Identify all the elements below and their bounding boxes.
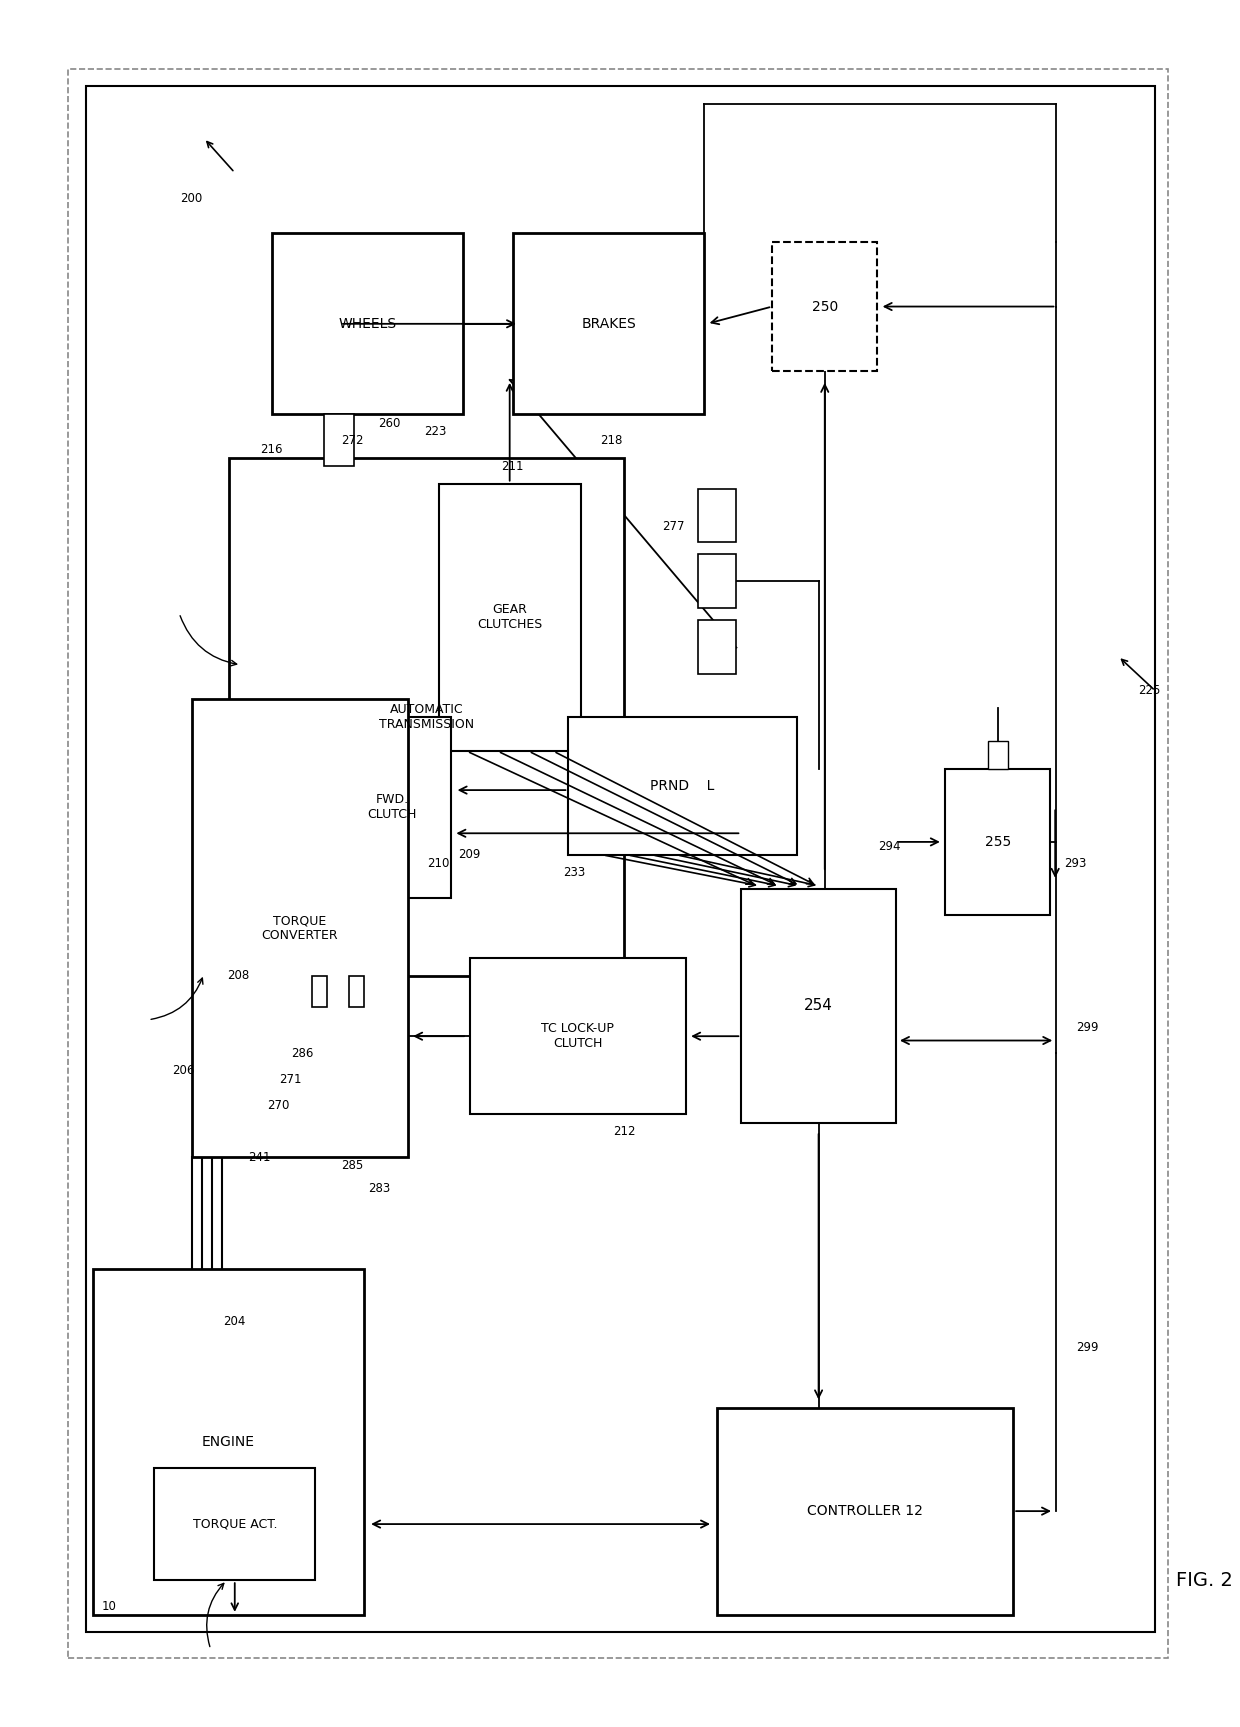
Bar [439,484,580,751]
Text: FIG. 2: FIG. 2 [1177,1570,1233,1591]
Bar [773,242,877,371]
Bar [988,741,1008,769]
Text: 285: 285 [341,1159,363,1173]
Text: 241: 241 [248,1150,270,1164]
Text: GEAR
CLUTCHES: GEAR CLUTCHES [477,603,542,632]
Bar [348,976,363,1007]
Text: 294: 294 [878,839,901,853]
Text: 254: 254 [804,998,833,1014]
Text: 260: 260 [378,416,401,430]
Text: 208: 208 [227,969,249,983]
Bar [698,620,737,674]
Bar [68,69,1168,1658]
Text: 277: 277 [662,520,684,534]
Text: 299: 299 [1076,1340,1099,1354]
Text: 299: 299 [1076,1021,1099,1034]
Bar [945,769,1050,915]
Text: 212: 212 [613,1124,635,1138]
Bar [742,889,895,1123]
Bar [312,976,327,1007]
Bar [470,958,686,1114]
Text: 10: 10 [102,1599,117,1613]
Text: PRND    L: PRND L [651,779,714,793]
Text: 211: 211 [501,459,525,473]
Text: 286: 286 [291,1047,314,1060]
Bar [272,233,464,414]
Text: 209: 209 [459,848,481,862]
Text: 255: 255 [985,834,1011,850]
Text: TORQUE ACT.: TORQUE ACT. [192,1518,277,1530]
Bar [698,554,737,608]
Text: 283: 283 [368,1181,391,1195]
Text: 206: 206 [171,1064,193,1078]
Text: 272: 272 [341,433,363,447]
Text: ENGINE: ENGINE [202,1435,255,1449]
Bar [513,233,704,414]
Text: 225: 225 [1138,684,1161,698]
Text: 271: 271 [279,1072,301,1086]
Text: BRAKES: BRAKES [582,316,636,332]
Bar [324,414,353,466]
Bar [568,717,797,855]
Bar [228,458,624,976]
Text: 210: 210 [428,857,450,870]
Text: 293: 293 [1064,857,1086,870]
Text: AUTOMATIC
TRANSMISSION: AUTOMATIC TRANSMISSION [378,703,474,731]
Text: 204: 204 [223,1314,246,1328]
Bar [717,1408,1013,1615]
Text: 216: 216 [260,442,283,456]
Text: CONTROLLER 12: CONTROLLER 12 [807,1504,923,1518]
Text: 200: 200 [180,192,202,206]
Bar [191,699,408,1157]
Text: FWD.
CLUTCH: FWD. CLUTCH [367,793,417,822]
Text: TC LOCK-UP
CLUTCH: TC LOCK-UP CLUTCH [541,1022,614,1050]
Bar [334,717,451,898]
Bar [155,1468,315,1580]
Text: 250: 250 [812,299,838,314]
Text: 223: 223 [424,425,446,439]
Text: 270: 270 [267,1098,289,1112]
Bar [698,489,737,542]
Text: 233: 233 [563,865,585,879]
Bar [93,1269,365,1615]
Bar [87,86,1156,1632]
Text: 218: 218 [600,433,622,447]
Text: WHEELS: WHEELS [339,316,397,332]
Text: TORQUE
CONVERTER: TORQUE CONVERTER [262,914,339,943]
